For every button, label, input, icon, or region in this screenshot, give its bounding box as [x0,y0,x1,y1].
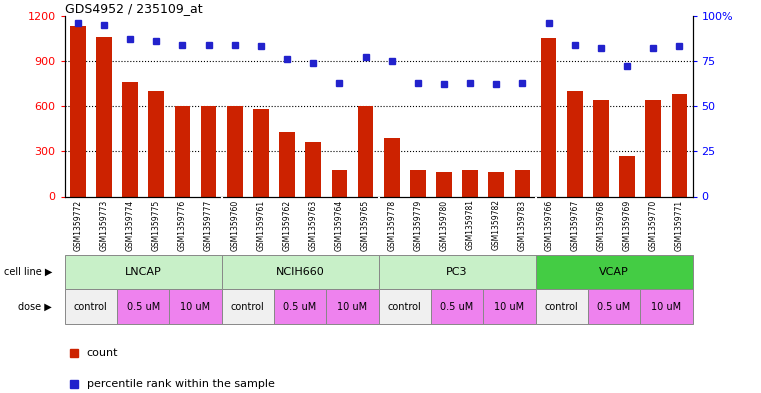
Text: 10 uM: 10 uM [495,301,524,312]
Text: GDS4952 / 235109_at: GDS4952 / 235109_at [65,2,202,15]
Text: GSM1359764: GSM1359764 [335,199,344,251]
Text: GSM1359775: GSM1359775 [151,199,161,251]
Bar [253,109,269,196]
Text: 0.5 uM: 0.5 uM [284,301,317,312]
Text: GSM1359778: GSM1359778 [387,199,396,251]
Bar [593,100,609,196]
Bar [536,289,588,324]
Bar [305,142,321,196]
Text: 0.5 uM: 0.5 uM [597,301,631,312]
Bar [174,106,190,196]
Bar [536,255,693,289]
Bar [384,138,400,196]
Bar [279,132,295,196]
Bar [436,172,452,196]
Text: PC3: PC3 [446,267,468,277]
Bar [645,100,661,196]
Bar [587,289,640,324]
Text: GSM1359772: GSM1359772 [73,199,82,251]
Bar [326,289,379,324]
Text: control: control [388,301,422,312]
Text: 10 uM: 10 uM [337,301,368,312]
Text: count: count [87,349,118,358]
Bar [541,38,556,197]
Text: 10 uM: 10 uM [180,301,211,312]
Text: GSM1359763: GSM1359763 [309,199,317,251]
Text: GSM1359761: GSM1359761 [256,199,266,251]
Text: control: control [74,301,108,312]
Text: control: control [545,301,578,312]
Bar [379,289,431,324]
Text: GSM1359774: GSM1359774 [126,199,135,251]
Bar [410,170,425,196]
Text: GSM1359760: GSM1359760 [231,199,239,251]
Text: GSM1359768: GSM1359768 [597,199,606,251]
Text: GSM1359782: GSM1359782 [492,199,501,250]
Bar [117,289,169,324]
Bar [379,255,536,289]
Text: GSM1359779: GSM1359779 [413,199,422,251]
Text: GSM1359776: GSM1359776 [178,199,187,251]
Bar [640,289,693,324]
Bar [489,173,505,196]
Text: VCAP: VCAP [599,267,629,277]
Bar [671,94,687,196]
Bar [358,106,374,196]
Bar [201,106,216,196]
Text: GSM1359770: GSM1359770 [649,199,658,251]
Text: GSM1359773: GSM1359773 [100,199,108,251]
Bar [65,255,221,289]
Bar [332,170,347,196]
Bar [70,26,86,196]
Text: NCIH660: NCIH660 [275,267,324,277]
Bar [227,106,243,196]
Bar [514,170,530,196]
Text: GSM1359767: GSM1359767 [570,199,579,251]
Text: GSM1359777: GSM1359777 [204,199,213,251]
Text: cell line ▶: cell line ▶ [4,267,52,277]
Bar [65,289,117,324]
Text: 10 uM: 10 uM [651,301,681,312]
Text: GSM1359783: GSM1359783 [518,199,527,251]
Text: control: control [231,301,265,312]
Text: percentile rank within the sample: percentile rank within the sample [87,379,275,389]
Text: GSM1359765: GSM1359765 [361,199,370,251]
Bar [274,289,326,324]
Bar [96,37,112,197]
Text: GSM1359766: GSM1359766 [544,199,553,251]
Bar [123,82,138,196]
Text: 0.5 uM: 0.5 uM [441,301,473,312]
Text: GSM1359780: GSM1359780 [440,199,448,251]
Text: GSM1359762: GSM1359762 [282,199,291,251]
Text: GSM1359781: GSM1359781 [466,199,475,250]
Bar [169,289,221,324]
Text: GSM1359771: GSM1359771 [675,199,684,251]
Bar [221,255,379,289]
Text: GSM1359769: GSM1359769 [622,199,632,251]
Text: 0.5 uM: 0.5 uM [126,301,160,312]
Bar [431,289,483,324]
Text: dose ▶: dose ▶ [18,301,52,312]
Bar [148,91,164,196]
Bar [567,91,583,196]
Text: LNCAP: LNCAP [125,267,161,277]
Bar [463,170,478,196]
Bar [483,289,536,324]
Bar [221,289,274,324]
Bar [619,156,635,196]
